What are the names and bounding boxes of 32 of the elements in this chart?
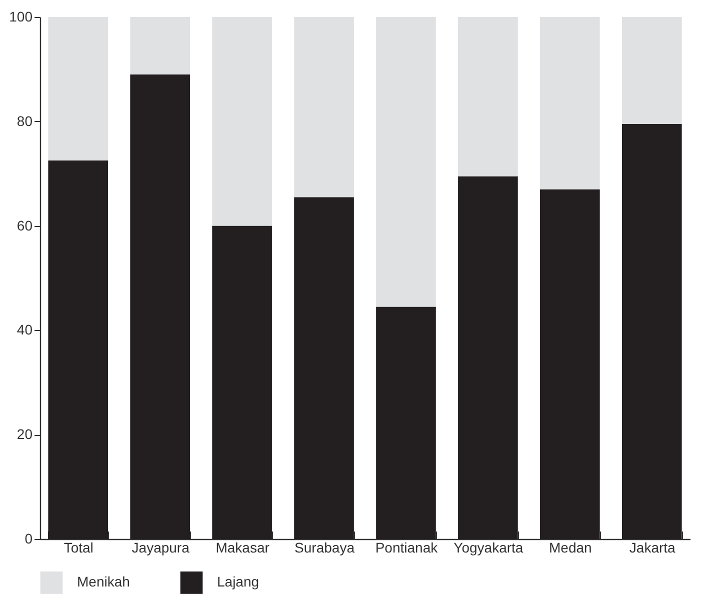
x-tick-label: Pontianak: [375, 540, 439, 556]
legend-label: Lajang: [217, 574, 260, 590]
bar: [622, 17, 682, 124]
bar: [376, 306, 436, 539]
bar: [48, 17, 108, 161]
x-tick-label: Medan: [549, 540, 592, 556]
bar: [376, 17, 436, 307]
bar: [458, 176, 518, 539]
bar: [130, 17, 190, 74]
y-tick-label: 40: [16, 322, 33, 338]
y-tick-label: 60: [16, 217, 33, 234]
x-tick-label: Jayapura: [132, 540, 190, 556]
y-tick-label: 20: [16, 426, 33, 442]
bar: [212, 17, 272, 226]
x-tick-label: Total: [64, 540, 94, 556]
y-tick-label: 80: [16, 112, 33, 129]
bar: [622, 124, 682, 539]
bar: [212, 226, 272, 539]
x-tick-label: Surabaya: [294, 540, 355, 556]
x-tick-label: Jakarta: [629, 540, 676, 556]
y-tick-label: 100: [9, 8, 33, 24]
bar: [48, 160, 108, 539]
legend-label: Menikah: [77, 574, 130, 590]
x-tick-label: Makasar: [216, 540, 270, 556]
y-tick-label: 0: [24, 530, 33, 546]
bar: [130, 74, 190, 539]
bar: [540, 17, 600, 190]
x-tick-label: Yogyakarta: [454, 540, 524, 556]
bar: [458, 17, 518, 176]
bar: [294, 17, 354, 198]
bar: [540, 189, 600, 539]
bar: [294, 197, 354, 539]
